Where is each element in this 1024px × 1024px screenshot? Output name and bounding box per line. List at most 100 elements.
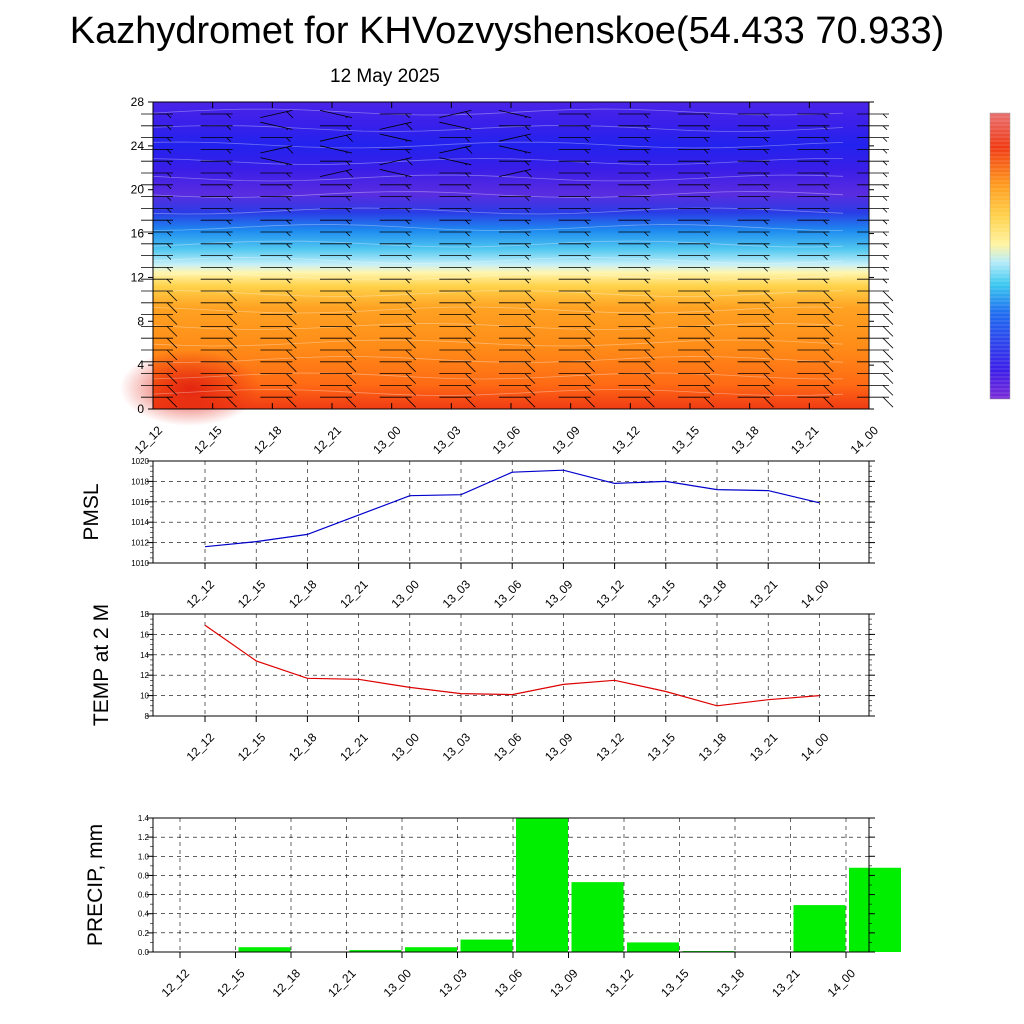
wind-barb-flag: [644, 337, 655, 349]
wind-barb-flag: [644, 361, 655, 373]
wind-barb-flag: [703, 349, 715, 361]
contour-line: [152, 389, 844, 396]
wind-barb-flag: [524, 314, 536, 325]
wind-barb-flag: [524, 231, 530, 237]
wind-barb-flag: [882, 267, 888, 272]
wind-barb-flag: [286, 219, 291, 225]
wind-barb-flag: [345, 267, 351, 272]
wind-barb-flag: [226, 125, 231, 131]
wind-barb-flag: [584, 290, 595, 302]
wind-barb-flag: [823, 255, 828, 260]
wind-barb-flag: [763, 208, 768, 213]
wind-barb-flag: [465, 396, 476, 408]
wind-barb-flag: [405, 267, 410, 272]
pmsl-grid: [153, 460, 869, 564]
wind-barb-flag: [524, 278, 530, 284]
wind-barb-flag: [465, 196, 470, 201]
wind-barb-flag: [166, 196, 172, 201]
wind-barb-flag: [823, 396, 834, 408]
wind-barb-flag: [763, 337, 774, 349]
wind-barb-flag: [524, 184, 530, 190]
wind-barb-flag: [345, 231, 351, 237]
wind-barb-flag: [465, 290, 476, 302]
pmsl-frame: [152, 460, 870, 564]
contour-line: [152, 339, 844, 347]
xtick-label: 13_21: [769, 966, 803, 1000]
wind-barb-flag: [703, 385, 715, 396]
colorbar-gradient: [990, 113, 1010, 399]
wind-barb-flag: [405, 196, 410, 201]
wind-barb-flag: [166, 314, 178, 325]
pmsl-panel: 1010 1012 1014 1016 1018 1020 12_12 12_15 12_18…: [80, 457, 875, 611]
wind-barb-flag: [882, 219, 888, 225]
temp-y-axis: 8 10 12 14 16 18: [140, 610, 875, 721]
wind-barb-flag: [226, 278, 231, 284]
wind-barb-flag: [644, 302, 655, 314]
wind-barb-flag: [763, 243, 768, 249]
wind-barb-flag: [882, 255, 888, 260]
wind-barb-flag: [524, 160, 530, 166]
wind-barb-flag: [226, 349, 237, 361]
contour-line: [152, 158, 843, 165]
heatmap-panel: 0 4 8 12 16 20 24 28 12_12 12_15 12_18 12_21 13_00 1…: [120, 95, 894, 457]
wind-barb-flag: [166, 337, 178, 349]
wind-barb-flag: [763, 149, 768, 154]
wind-barb-flag: [286, 290, 297, 302]
wind-barb-flag: [286, 267, 291, 272]
xtick-label: 13_18: [714, 966, 748, 1000]
heatmap-xtick-label: 12_15: [191, 423, 225, 457]
wind-barb-flag: [166, 267, 172, 272]
wind-barb-flag: [584, 361, 595, 373]
wind-barb-flag: [763, 314, 774, 325]
xtick-label: 13_09: [542, 577, 576, 611]
wind-barb-flag: [286, 208, 291, 213]
wind-barb-flag: [703, 326, 715, 337]
wind-barb-flag: [882, 278, 888, 284]
ytick-label: 1012: [131, 539, 149, 548]
wind-barb-flag: [465, 137, 470, 142]
wind-barb-flag: [584, 243, 589, 249]
wind-barb-flag: [703, 243, 709, 249]
wind-barb-flag: [763, 196, 768, 201]
wind-barb-flag: [405, 396, 416, 408]
precip-bar: [849, 867, 901, 952]
wind-barb-flag: [823, 337, 834, 349]
wind-barb-flag: [405, 184, 410, 190]
wind-barb-flag: [882, 302, 894, 314]
wind-barb-flag: [763, 125, 768, 131]
ytick-label: 0.2: [138, 929, 150, 938]
wind-barb-flag: [524, 302, 536, 314]
wind-barb-flag: [763, 373, 774, 384]
wind-barb-flag: [286, 146, 294, 154]
wind-barb-flag: [405, 208, 410, 213]
wind-barb-flag: [882, 208, 888, 213]
wind-barb-flag: [823, 290, 834, 302]
wind-barb-flag: [644, 278, 649, 284]
ytick-label: 14: [140, 651, 149, 660]
wind-barb-flag: [286, 163, 288, 166]
ytick-label: 0.0: [138, 948, 150, 957]
wind-barb-flag: [286, 326, 297, 337]
wind-barb-flag: [524, 337, 536, 349]
xtick-label: 13_09: [547, 966, 581, 1000]
wind-barb-flag: [345, 255, 351, 260]
wind-barb-flag: [345, 184, 351, 190]
wind-barbs: [141, 108, 894, 408]
wind-barb-flag: [345, 314, 357, 325]
xtick-label: 12_18: [286, 730, 320, 764]
wind-barb-flag: [644, 160, 649, 166]
wind-barb-flag: [226, 385, 237, 396]
heatmap-xtick-label: 13_15: [669, 423, 703, 457]
wind-barb-flag: [644, 219, 649, 225]
wind-barb-flag: [763, 278, 768, 284]
wind-barb-flag: [465, 243, 470, 249]
heatmap-xtick-label: 13_06: [490, 423, 524, 457]
wind-barb-flag: [882, 314, 894, 325]
wind-barb-flag: [703, 219, 709, 225]
wind-barb-flag: [703, 314, 715, 325]
wind-barb-flag: [524, 116, 527, 119]
contour-line: [152, 240, 844, 248]
wind-barb-flag: [882, 290, 894, 302]
wind-barb-flag: [465, 255, 470, 260]
wind-barb-flag: [524, 326, 536, 337]
